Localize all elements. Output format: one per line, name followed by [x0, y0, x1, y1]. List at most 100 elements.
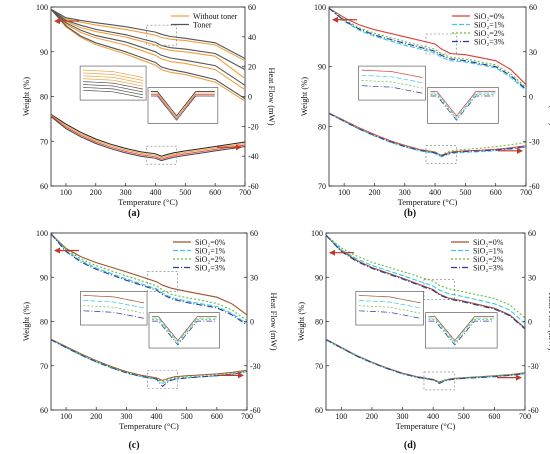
y-left-tick-label: 70 — [40, 362, 48, 371]
legend-label: SiO₂=1% — [473, 247, 504, 256]
arrow-right-head — [236, 144, 242, 151]
dsc-series-line — [328, 112, 527, 157]
arrow-left-head — [332, 16, 338, 23]
dsc-series-line — [325, 339, 526, 384]
legend-label: SiO₂=1% — [195, 247, 226, 256]
legend-label: SiO₂=0% — [474, 12, 505, 21]
y-right-tick-label: -30 — [250, 362, 261, 371]
x-tick-label: 200 — [368, 188, 380, 197]
legend-label: SiO₂=1% — [474, 21, 505, 30]
inset-series-line — [83, 75, 144, 84]
inset-series-line — [83, 81, 144, 90]
legend-label: SiO₂=2% — [474, 29, 505, 38]
y-left-tick-label: 60 — [40, 182, 48, 191]
y-left-tick-label: 100 — [314, 3, 326, 12]
inset-series-line — [151, 91, 215, 117]
dsc-series-line — [50, 116, 246, 162]
inset-series-line — [428, 317, 495, 343]
y-right-tick-label: 60 — [248, 3, 256, 12]
y-right-tick-label: -60 — [528, 406, 539, 415]
dsc-series-line — [50, 338, 248, 382]
y-right-axis-label: Heat Flow (mW) — [548, 67, 550, 125]
tga-series-line — [50, 233, 248, 325]
arrow-left-head — [54, 18, 60, 25]
x-tick-label: 100 — [335, 412, 347, 421]
dsc-series-line — [50, 115, 246, 160]
tga-series-line — [325, 234, 526, 329]
y-left-tick-label: 70 — [315, 362, 323, 371]
inset-series-line — [83, 310, 145, 319]
y-left-tick-label: 90 — [318, 63, 326, 72]
tga-series-line — [50, 233, 248, 316]
y-right-axis-label: Heat Flow (mW) — [269, 292, 279, 350]
inset-series-line — [152, 320, 217, 346]
tga-series-line — [50, 233, 248, 326]
y-left-tick-label: 70 — [40, 137, 48, 146]
inset-series-line — [151, 95, 215, 121]
inset-dsc-frame — [147, 87, 219, 124]
legend-label: SiO₂=3% — [195, 264, 226, 273]
legend-label: Toner — [193, 21, 212, 30]
inset-series-line — [358, 300, 421, 309]
inset-series-line — [151, 94, 215, 120]
tga-series-line — [50, 233, 248, 322]
x-axis-label: Temperature (°C) — [398, 197, 458, 207]
inset-series-line — [83, 78, 144, 87]
inset-series-line — [361, 85, 423, 94]
y-left-tick-label: 100 — [311, 229, 323, 238]
arrow-right-head — [517, 147, 523, 154]
x-tick-label: 600 — [488, 412, 500, 421]
y-right-tick-label: 30 — [529, 48, 537, 57]
zoom-box-tga — [423, 279, 455, 300]
tga-series-line — [325, 234, 526, 319]
zoom-box-tga — [146, 24, 177, 46]
legend-label: SiO₂=2% — [473, 255, 504, 264]
y-right-tick-label: 60 — [528, 229, 536, 238]
x-axis-label: Temperature (°C) — [119, 421, 179, 431]
panel-caption: (d) — [404, 440, 416, 451]
y-right-tick-label: 0 — [528, 318, 532, 327]
tga-series-line — [50, 8, 246, 100]
y-left-tick-label: 100 — [36, 3, 48, 12]
tga-series-line — [328, 7, 527, 91]
x-tick-label: 500 — [459, 188, 471, 197]
y-right-tick-label: 40 — [248, 33, 256, 42]
x-tick-label: 100 — [60, 188, 72, 197]
x-tick-label: 300 — [399, 188, 411, 197]
x-tick-label: 300 — [120, 412, 132, 421]
x-tick-label: 100 — [60, 412, 72, 421]
y-right-axis-label: Heat Flow (mW) — [547, 292, 550, 350]
inset-series-line — [430, 94, 496, 120]
legend-label: SiO₂=3% — [473, 264, 504, 273]
inset-dsc-frame — [425, 312, 498, 349]
dsc-series-line — [50, 339, 248, 383]
tga-series-line — [50, 8, 246, 80]
panel-2: 100 200 300 400 500 600 700 60 70 80 90 100 -60 -30 0 3… — [21, 229, 279, 451]
y-right-tick-label: -20 — [248, 122, 259, 131]
inset-series-line — [83, 300, 145, 309]
tga-series-line — [328, 7, 527, 90]
inset-series-line — [358, 310, 421, 319]
y-left-tick-label: 90 — [315, 273, 323, 282]
inset-series-line — [83, 84, 144, 93]
panel-caption: (a) — [128, 208, 140, 219]
arrow-left-head — [329, 249, 335, 256]
x-tick-label: 500 — [458, 412, 470, 421]
inset-dsc-frame — [148, 312, 220, 349]
y-right-tick-label: 60 — [529, 3, 537, 12]
legend-label: SiO₂=0% — [473, 238, 504, 247]
x-tick-label: 500 — [181, 412, 193, 421]
tga-series-line — [50, 8, 246, 59]
inset-tga-frame — [358, 65, 426, 101]
y-right-tick-label: 20 — [248, 63, 256, 72]
inset-series-line — [83, 89, 144, 99]
dsc-series-line — [50, 113, 246, 157]
tga-series-line — [50, 8, 246, 71]
inset-series-line — [83, 295, 145, 304]
y-right-tick-label: 0 — [250, 318, 254, 327]
y-right-tick-label: 30 — [528, 273, 536, 282]
x-tick-label: 600 — [490, 188, 502, 197]
x-axis-label: Temperature (°C) — [396, 421, 456, 431]
